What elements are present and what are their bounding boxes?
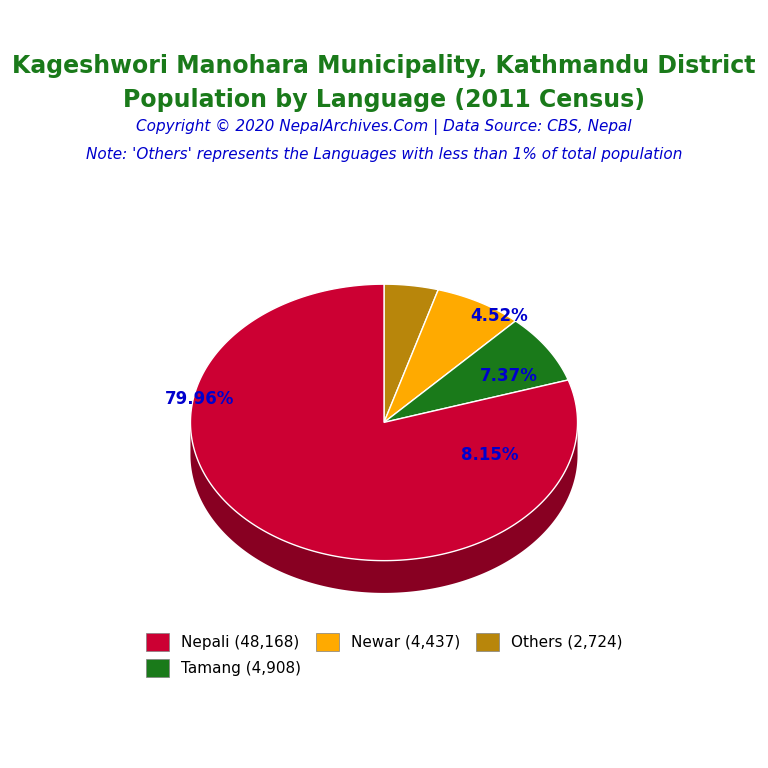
- Text: Population by Language (2011 Census): Population by Language (2011 Census): [123, 88, 645, 112]
- Legend: Nepali (48,168), Tamang (4,908), Newar (4,437), Others (2,724): Nepali (48,168), Tamang (4,908), Newar (…: [140, 627, 628, 684]
- Text: 79.96%: 79.96%: [165, 390, 234, 409]
- Text: Kageshwori Manohara Municipality, Kathmandu District: Kageshwori Manohara Municipality, Kathma…: [12, 54, 756, 78]
- Text: 4.52%: 4.52%: [470, 307, 528, 326]
- Text: Copyright © 2020 NepalArchives.Com | Data Source: CBS, Nepal: Copyright © 2020 NepalArchives.Com | Dat…: [136, 119, 632, 135]
- Polygon shape: [190, 423, 578, 593]
- Polygon shape: [384, 290, 515, 422]
- Text: 7.37%: 7.37%: [479, 367, 538, 386]
- Polygon shape: [384, 284, 439, 422]
- Polygon shape: [384, 321, 568, 422]
- Polygon shape: [190, 284, 578, 561]
- Text: 8.15%: 8.15%: [462, 445, 518, 464]
- Text: Note: 'Others' represents the Languages with less than 1% of total population: Note: 'Others' represents the Languages …: [86, 147, 682, 163]
